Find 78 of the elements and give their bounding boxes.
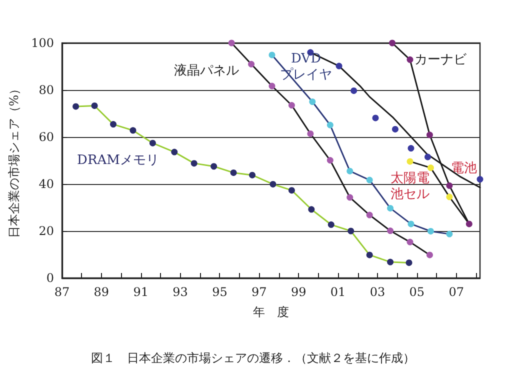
- point: [424, 154, 431, 160]
- point: [72, 103, 80, 110]
- x-tick-label: 07: [448, 285, 464, 299]
- point: [446, 182, 453, 189]
- point: [268, 82, 276, 90]
- y-tick-label: 60: [38, 130, 54, 144]
- point: [336, 62, 342, 70]
- series-label: DRAMメモリ: [77, 152, 159, 168]
- point: [366, 176, 373, 184]
- point: [268, 52, 276, 58]
- point: [446, 230, 453, 238]
- point: [326, 157, 334, 164]
- point: [406, 238, 414, 246]
- point: [389, 40, 396, 46]
- point: [288, 187, 295, 194]
- y-tick-label: 20: [38, 224, 54, 238]
- x-tick-label: 01: [330, 285, 346, 299]
- point: [427, 164, 434, 172]
- y-tick-label: 80: [38, 83, 54, 97]
- point: [307, 130, 314, 137]
- y-tick-label: 100: [31, 36, 54, 50]
- point: [149, 140, 156, 146]
- point: [91, 102, 98, 109]
- x-axis-title: 年 度: [253, 305, 289, 319]
- point: [350, 87, 358, 94]
- x-tick-label: 91: [133, 285, 149, 299]
- point: [387, 228, 394, 234]
- point: [210, 163, 218, 170]
- point: [328, 221, 334, 228]
- caption: 図１ 日本企業の市場シェアの遷移．（文献２を基に作成）: [91, 351, 415, 365]
- point: [288, 102, 295, 109]
- x-tick-label: 99: [290, 285, 306, 299]
- point: [387, 204, 394, 212]
- y-axis-title: 日本企業の市場シェア（%）: [7, 82, 22, 238]
- point: [406, 56, 414, 63]
- x-tick-label: 93: [172, 285, 188, 299]
- point: [476, 176, 484, 183]
- y-tick-label: 40: [38, 177, 54, 191]
- point: [408, 220, 414, 228]
- x-tick-label: 89: [94, 285, 110, 299]
- x-tick-label: 03: [370, 285, 386, 299]
- point: [446, 194, 453, 200]
- y-tick-label: 0: [46, 271, 54, 285]
- point: [426, 252, 433, 258]
- point: [406, 158, 414, 165]
- point: [308, 206, 315, 213]
- point: [466, 220, 472, 228]
- point: [110, 121, 117, 128]
- point: [387, 258, 394, 266]
- point: [346, 194, 354, 201]
- series-label: 太陽電池セル: [390, 170, 430, 202]
- point: [249, 172, 256, 178]
- point: [346, 168, 354, 174]
- series-label: 液晶パネル: [174, 64, 240, 78]
- point: [406, 259, 412, 266]
- point: [326, 122, 334, 128]
- point: [427, 228, 434, 234]
- point: [248, 60, 255, 68]
- point: [426, 132, 433, 138]
- point: [228, 40, 235, 46]
- x-tick-label: 87: [54, 285, 70, 299]
- point: [408, 145, 414, 152]
- point: [366, 252, 373, 258]
- point: [392, 126, 398, 132]
- point: [372, 114, 379, 122]
- x-tick-label: 97: [252, 285, 267, 299]
- x-tick-label: 05: [409, 285, 425, 299]
- point: [270, 180, 276, 188]
- point: [366, 212, 373, 218]
- point: [171, 148, 178, 156]
- point: [130, 127, 136, 134]
- point: [348, 228, 354, 234]
- point: [190, 160, 198, 167]
- point: [230, 169, 237, 176]
- series-label: 電池: [451, 161, 477, 176]
- x-tick-label: 95: [212, 285, 228, 299]
- point: [309, 98, 316, 105]
- series-label: カーナビ: [414, 52, 468, 68]
